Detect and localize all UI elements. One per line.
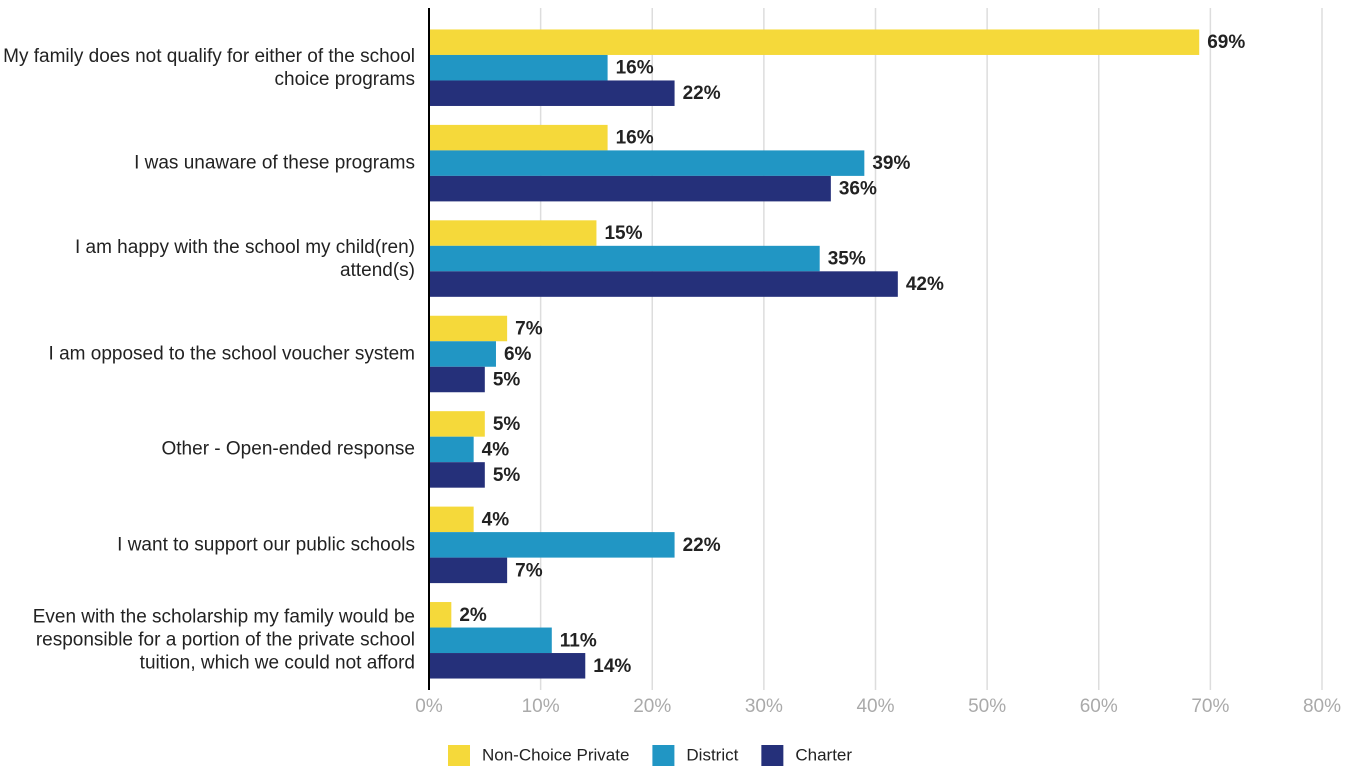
legend-label: Charter bbox=[795, 745, 852, 764]
legend-swatch bbox=[448, 745, 470, 766]
category-label: I am happy with the school my child(ren)… bbox=[74, 236, 415, 281]
value-label: 35% bbox=[828, 249, 866, 270]
value-label: 15% bbox=[604, 223, 642, 244]
bar bbox=[429, 462, 485, 488]
bar bbox=[429, 150, 865, 176]
bar bbox=[429, 29, 1200, 55]
value-label: 36% bbox=[839, 179, 877, 200]
x-tick-label: 20% bbox=[633, 696, 671, 717]
x-tick-label: 0% bbox=[415, 696, 443, 717]
x-tick-label: 60% bbox=[1080, 696, 1118, 717]
value-label: 42% bbox=[906, 274, 944, 295]
legend-swatch bbox=[652, 745, 675, 766]
value-label: 2% bbox=[459, 605, 487, 626]
bar bbox=[429, 627, 552, 654]
category-label: My family does not qualify for either of… bbox=[3, 45, 415, 90]
bar bbox=[429, 315, 508, 342]
category-label: I was unaware of these programs bbox=[134, 152, 415, 174]
value-label: 5% bbox=[493, 370, 521, 391]
bar bbox=[429, 602, 452, 628]
bar bbox=[429, 341, 496, 367]
bar bbox=[429, 80, 675, 106]
bar bbox=[429, 557, 508, 584]
x-tick-label: 70% bbox=[1191, 696, 1229, 717]
category-label: Other - Open-ended response bbox=[161, 438, 416, 460]
category-label: Even with the scholarship my family woul… bbox=[32, 606, 415, 674]
bar bbox=[429, 271, 898, 297]
value-label: 5% bbox=[493, 414, 521, 435]
value-label: 4% bbox=[482, 439, 510, 460]
value-label: 5% bbox=[493, 465, 521, 486]
bar bbox=[429, 366, 485, 393]
value-label: 22% bbox=[683, 535, 721, 556]
x-tick-label: 10% bbox=[522, 696, 560, 717]
value-label: 11% bbox=[560, 630, 597, 651]
value-label: 16% bbox=[616, 58, 654, 79]
bar bbox=[429, 124, 608, 151]
x-tick-label: 40% bbox=[856, 696, 894, 717]
value-label: 14% bbox=[593, 656, 631, 677]
legend-label: Non-Choice Private bbox=[482, 745, 629, 764]
bar bbox=[429, 532, 675, 558]
value-label: 6% bbox=[504, 344, 532, 365]
x-tick-label: 80% bbox=[1303, 696, 1341, 717]
value-label: 7% bbox=[515, 560, 543, 581]
bar bbox=[429, 175, 831, 202]
category-label: I am opposed to the school voucher syste… bbox=[48, 343, 415, 365]
value-label: 16% bbox=[616, 128, 654, 149]
bar bbox=[429, 220, 597, 246]
x-tick-label: 30% bbox=[745, 696, 783, 717]
legend-label: District bbox=[686, 745, 738, 764]
value-label: 69% bbox=[1207, 32, 1245, 53]
category-label: I want to support our public schools bbox=[117, 534, 415, 556]
legend-swatch bbox=[761, 745, 784, 766]
value-label: 22% bbox=[683, 83, 721, 104]
bar bbox=[429, 436, 474, 463]
bar bbox=[429, 506, 474, 533]
bar bbox=[429, 54, 608, 81]
bar bbox=[429, 653, 586, 679]
value-label: 7% bbox=[515, 319, 543, 340]
value-label: 39% bbox=[872, 153, 910, 174]
bar bbox=[429, 245, 820, 272]
bar bbox=[429, 411, 485, 437]
value-label: 4% bbox=[482, 509, 510, 530]
x-tick-label: 50% bbox=[968, 696, 1006, 717]
